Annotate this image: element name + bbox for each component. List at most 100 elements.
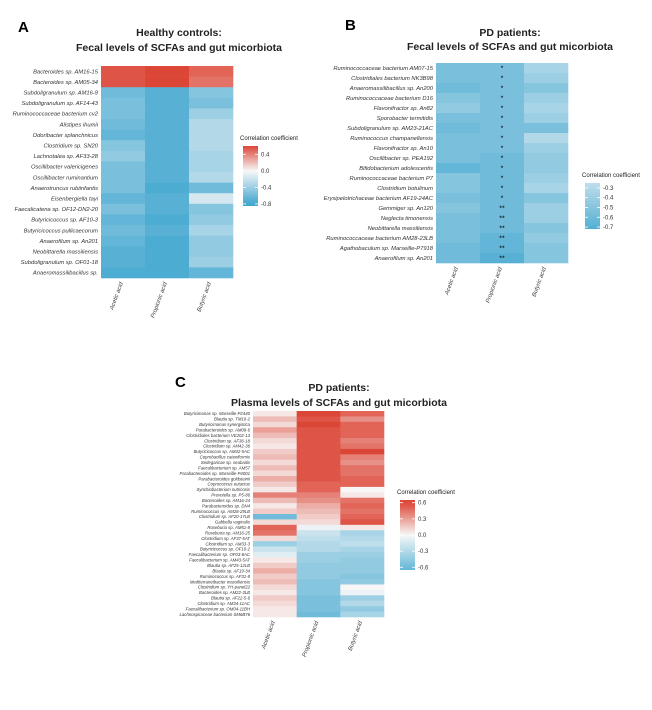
heatmap-cell [480,193,525,204]
heatmap-cell [101,76,146,88]
heatmap-cell [253,546,297,553]
panel-letter: B [345,17,356,34]
legend-tick-label: 0.0 [261,169,270,175]
row-label: Parabacteroides sp. Marseille-P4001 [180,471,251,476]
heatmap-cell [253,589,297,596]
heatmap-cell [340,470,385,477]
significance-stars: * [501,66,504,73]
heatmap-cell [340,611,385,618]
heatmap-cell [340,481,385,488]
heatmap-cell [145,76,190,88]
heatmap-cell [296,476,341,482]
heatmap-cell [145,108,190,120]
heatmap-cell [253,492,297,499]
heatmap-cell [436,73,481,84]
heatmap-cell [253,530,297,536]
significance-stars: * [501,96,504,103]
heatmap-cell [340,551,385,558]
row-label: Roseburia sp. AM51-8 [207,525,250,530]
row-label: Erysipelotrichaceae bacterium AF19-24AC [324,196,434,202]
heatmap-cell [340,416,385,423]
panel-b-heatmap: B PD patients: Fecal levels of SCFAs and g… [324,17,641,304]
heatmap-cell [340,530,385,536]
row-label: Anaeromassilibacillus sp. An200 [349,86,434,92]
heatmap-cell [145,246,190,258]
row-label: Clostridium sp. AF36-18 [204,438,251,443]
column-label: Propionic acid [150,281,169,319]
row-label: Butyricicoccus pullicaecorum [24,228,99,234]
row-label: Faecalibacterium sp. AM43-5AT [189,558,250,563]
heatmap-cell [524,253,569,264]
heatmap-cell [253,584,297,591]
heatmap-cell [524,173,569,184]
heatmap-cell [189,225,234,236]
heatmap-cell [436,123,481,134]
row-label: Blautia sp. TM10-2 [214,417,251,422]
heatmap-cell [253,427,297,433]
legend-tick-label: 0.6 [418,501,427,507]
significance-stars: * [501,166,504,173]
heatmap-cell [296,541,341,547]
heatmap-cell [189,172,234,183]
legend-tick-label: 0.4 [261,152,270,158]
heatmap-cell [480,183,525,194]
legend-tick-label: -0.5 [603,205,614,211]
row-label: Bacteroides sp. AM16-24 [202,498,251,503]
row-label: Butyricicoccus sp. AF10-3 [31,218,99,224]
heatmap-cell [296,443,341,450]
row-label: Clostridium botulinum [377,186,433,192]
row-label: Bacteroides sp. AM22-3LB [199,590,250,595]
heatmap-cell [436,153,481,164]
legend-tick-label: -0.3 [603,186,614,192]
heatmap-cell [296,427,341,433]
legend-tick-label: -0.7 [603,225,614,231]
significance-stars: * [501,176,504,183]
heatmap-cell [524,113,569,124]
heatmap-cell [436,253,481,264]
heatmap-cell [524,73,569,84]
heatmap-cell [253,459,297,466]
heatmap-cell [145,172,190,183]
heatmap-cell [253,606,297,612]
heatmap-cell [145,87,190,99]
heatmap-cell [189,97,234,109]
heatmap-cell [145,203,190,215]
row-label: Parabacteroides sp. AM08-6 [196,427,251,432]
heatmap-cell [340,448,385,455]
heatmap-cell [436,83,481,94]
heatmap-cell [253,568,297,574]
heatmap-cell [101,97,146,109]
heatmap-cell [340,589,385,596]
heatmap-cell [253,448,297,455]
heatmap-cell [296,492,341,499]
heatmap-cell [340,535,385,542]
heatmap-cell [296,438,341,444]
heatmap-cell [253,562,297,569]
heatmap-cell [101,182,146,194]
row-label: Oscillibacter ruminantium [33,175,98,181]
heatmap-cell [101,66,146,77]
heatmap-cell [480,143,525,154]
row-label: Blautia sp. AF25-12LB [207,563,250,568]
heatmap-cell [296,579,341,585]
heatmap-cell [189,108,234,120]
heatmap-cell [296,606,341,612]
column-label: Butyric acid [197,281,213,313]
heatmap-cell [253,535,297,542]
heatmap-cell [296,600,341,607]
row-label: Clostridiales bacterium NK3B98 [351,76,434,82]
legend-tick-label: -0.4 [603,196,614,202]
row-label: Gemmiger sp. An120 [378,206,433,212]
heatmap-cell [253,557,297,564]
row-label: Coprococcus eutactus [207,482,250,487]
heatmap-cell [340,524,385,531]
heatmap-cell [253,438,297,444]
heatmap-cell [296,546,341,553]
heatmap-cell [436,233,481,244]
heatmap-cell [145,140,190,152]
row-label: Neobittarella massiliensis [33,250,99,256]
heatmap-cell [189,214,234,226]
heatmap-cell [524,63,569,74]
heatmap-cell [340,497,385,504]
heatmap-cell [189,161,234,173]
